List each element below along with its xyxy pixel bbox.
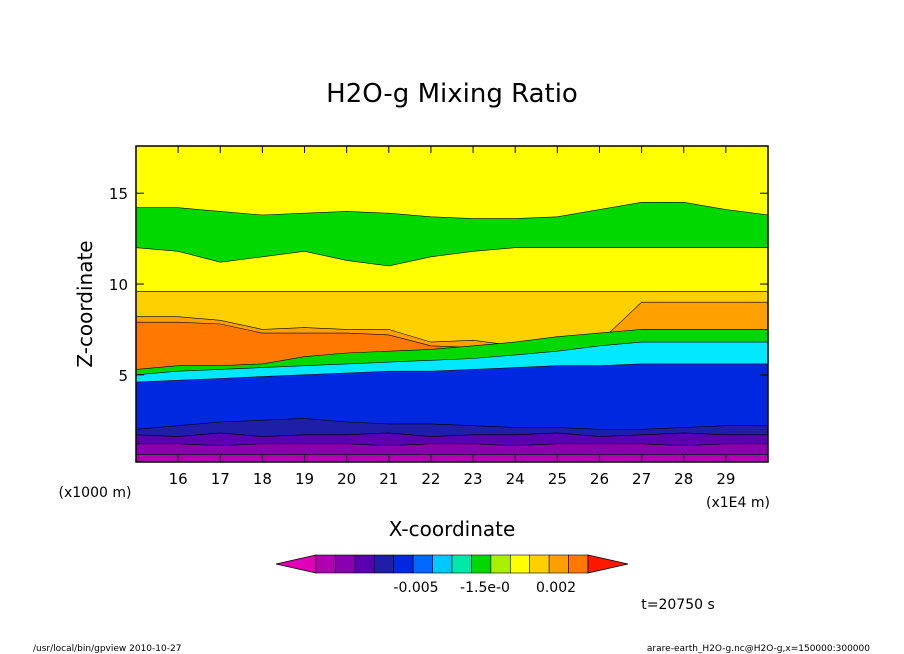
colorbar-swatch: [432, 554, 453, 574]
colorbar-swatch: [373, 554, 395, 574]
colorbar-high-arrow: [587, 554, 629, 574]
y-axis-title: Z-coordinate: [73, 240, 97, 367]
colorbar-label-3: 0.002: [536, 580, 576, 596]
x-tick-label: 20: [337, 470, 356, 488]
y-axis: 5 10 15: [109, 185, 768, 385]
x-tick-label: 23: [464, 470, 483, 488]
colorbar-swatch: [471, 554, 492, 574]
footer-right: arare-earth_H2O-g.nc@H2O-g,x=150000:3000…: [647, 644, 870, 654]
colorbar-swatch: [568, 554, 589, 574]
x-tick-label: 17: [211, 470, 230, 488]
x-tick-label: 25: [548, 470, 567, 488]
colorbar-label-1: -0.005: [393, 580, 438, 596]
x-tick-label: 26: [590, 470, 609, 488]
x-axis-title: X-coordinate: [389, 517, 516, 541]
colorbar-swatch: [412, 554, 433, 574]
colorbar-swatch: [335, 554, 356, 574]
colorbar-swatch: [548, 554, 569, 574]
colorbar-low-arrow: [275, 554, 317, 574]
y-tick-label: 15: [109, 185, 128, 203]
footer-left: /usr/local/bin/gpview 2010-10-27: [33, 644, 181, 654]
x-axis: 16 17 18 19 20 21 22 23 24 25 26 27 28 29: [169, 146, 735, 488]
time-label: t=20750 s: [641, 597, 715, 613]
y-unit-label: (x1000 m): [59, 485, 132, 501]
plot-frame: [135, 145, 769, 463]
colorbar-swatch: [315, 554, 336, 574]
x-tick-label: 24: [506, 470, 525, 488]
x-tick-label: 21: [379, 470, 398, 488]
colorbar-swatch: [393, 554, 414, 574]
colorbar-swatch: [354, 554, 375, 574]
band-violet: [136, 454, 768, 462]
x-unit-label: (x1E4 m): [706, 495, 770, 511]
x-tick-label: 16: [169, 470, 188, 488]
x-tick-label: 29: [716, 470, 735, 488]
y-tick-label: 10: [109, 276, 128, 294]
x-tick-label: 18: [253, 470, 272, 488]
colorbar: [275, 554, 629, 574]
chart-title: H2O-g Mixing Ratio: [326, 79, 578, 109]
y-tick-label: 5: [118, 367, 128, 385]
contour-fill: [136, 146, 768, 462]
colorbar-swatch: [490, 554, 511, 574]
colorbar-swatch: [451, 554, 472, 574]
colorbar-swatch: [509, 554, 531, 574]
colorbar-swatch: [529, 554, 550, 574]
x-tick-label: 19: [295, 470, 314, 488]
x-tick-label: 22: [421, 470, 440, 488]
colorbar-label-2: -1.5e-0: [460, 580, 510, 596]
x-tick-label: 27: [632, 470, 651, 488]
x-tick-label: 28: [674, 470, 693, 488]
